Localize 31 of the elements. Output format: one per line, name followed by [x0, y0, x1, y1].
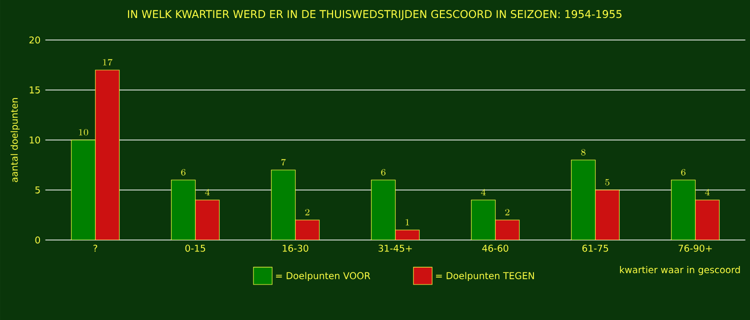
x-tick-label: 31-45+ [378, 244, 412, 252]
data-label: 17 [103, 58, 112, 66]
data-label: 6 [681, 169, 686, 176]
x-tick-label: ? [94, 244, 98, 252]
x-axis-title: kwartier waar in gescoord [620, 266, 740, 276]
y-tick-label: 15 [30, 86, 40, 94]
data-label: 2 [305, 209, 310, 216]
y-axis-title: aantal doelpunten [10, 98, 20, 182]
data-label: 10 [79, 129, 88, 136]
y-tick-label: 0 [35, 236, 40, 244]
x-tick-label: 76-90+ [678, 244, 712, 252]
y-tick-label: 5 [35, 186, 40, 194]
data-label: 4 [205, 188, 210, 196]
x-tick-label: 46-60 [482, 244, 508, 252]
data-label: 5 [605, 179, 610, 186]
data-label: 4 [481, 188, 486, 196]
chart-title: IN WELK KWARTIER WERD ER IN DE THUISWEDSTRIJDEN GESCOORD IN SEIZOEN: 1954-1955 [128, 10, 622, 20]
x-tick-label: 0-15 [185, 244, 206, 252]
y-tick-label: 20 [29, 36, 40, 44]
data-label: 7 [281, 158, 286, 166]
data-label: 1 [406, 219, 410, 226]
legend-label: = Doelpunten TEGEN [436, 272, 534, 282]
data-label: 6 [381, 169, 386, 176]
data-label: 8 [581, 149, 586, 156]
legend-label: = Doelpunten VOOR [276, 272, 370, 282]
y-tick-label: 10 [30, 136, 40, 144]
data-label: 2 [505, 209, 510, 216]
data-label: 6 [181, 169, 186, 176]
x-tick-label: 61-75 [582, 244, 608, 252]
data-label: 4 [705, 188, 710, 196]
x-tick-label: 16-30 [282, 244, 308, 252]
